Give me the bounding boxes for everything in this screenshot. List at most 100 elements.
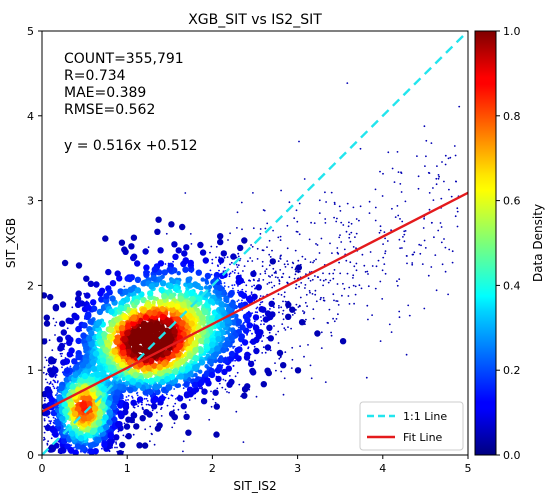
density-point bbox=[381, 298, 384, 300]
density-point bbox=[391, 207, 393, 210]
density-point bbox=[299, 305, 301, 308]
density-point bbox=[52, 385, 55, 388]
density-point bbox=[332, 293, 335, 296]
density-point bbox=[159, 306, 166, 313]
density-point bbox=[352, 274, 355, 277]
density-point bbox=[430, 266, 433, 268]
density-point bbox=[280, 370, 283, 373]
density-point bbox=[176, 395, 184, 402]
density-point bbox=[398, 238, 401, 241]
density-point bbox=[122, 434, 125, 437]
density-point bbox=[411, 262, 414, 264]
density-point bbox=[187, 370, 194, 377]
density-point bbox=[102, 235, 109, 242]
density-point bbox=[294, 273, 297, 276]
density-point bbox=[211, 258, 214, 261]
density-point bbox=[43, 431, 46, 434]
density-point bbox=[188, 320, 195, 327]
density-point bbox=[114, 356, 122, 364]
density-point bbox=[126, 275, 133, 283]
density-point bbox=[295, 283, 298, 286]
density-point bbox=[159, 395, 166, 402]
density-point bbox=[339, 210, 342, 212]
density-point bbox=[265, 268, 268, 270]
density-point bbox=[420, 244, 422, 247]
density-point bbox=[174, 361, 181, 368]
density-point bbox=[151, 266, 158, 273]
density-point bbox=[322, 279, 325, 282]
density-point bbox=[260, 301, 262, 304]
density-point bbox=[174, 303, 181, 310]
density-point bbox=[142, 408, 145, 411]
density-point bbox=[335, 318, 338, 320]
density-point bbox=[192, 364, 199, 371]
density-point bbox=[298, 140, 300, 143]
density-point bbox=[55, 374, 58, 376]
density-point bbox=[56, 392, 59, 395]
density-point bbox=[327, 281, 330, 284]
density-point bbox=[187, 282, 194, 289]
density-point bbox=[440, 241, 443, 244]
density-point bbox=[236, 266, 239, 268]
density-point bbox=[242, 441, 245, 443]
density-point bbox=[283, 291, 286, 294]
density-point bbox=[245, 295, 253, 302]
density-point bbox=[160, 408, 162, 410]
density-point bbox=[313, 260, 315, 262]
density-point bbox=[381, 195, 384, 197]
fit-equation: y = 0.516x +0.512 bbox=[64, 138, 198, 154]
density-point bbox=[261, 265, 264, 268]
density-point bbox=[90, 427, 98, 434]
density-point bbox=[315, 258, 317, 261]
density-point bbox=[130, 254, 137, 262]
density-point bbox=[271, 286, 274, 289]
density-point bbox=[48, 339, 51, 342]
density-point bbox=[400, 191, 403, 193]
density-point bbox=[388, 323, 391, 326]
density-point bbox=[161, 269, 168, 276]
density-point bbox=[118, 239, 126, 246]
density-point bbox=[137, 405, 140, 408]
density-point bbox=[247, 346, 250, 349]
density-point bbox=[379, 280, 382, 283]
density-point bbox=[217, 356, 224, 364]
density-point bbox=[271, 274, 273, 277]
density-point bbox=[249, 257, 252, 259]
density-point bbox=[359, 147, 362, 150]
density-point bbox=[202, 257, 209, 264]
density-point bbox=[84, 313, 91, 321]
density-point bbox=[80, 332, 87, 339]
density-point bbox=[305, 293, 308, 296]
density-point bbox=[342, 282, 344, 285]
density-point bbox=[48, 371, 56, 378]
density-point bbox=[88, 341, 95, 348]
density-point bbox=[105, 268, 112, 276]
density-point bbox=[328, 308, 331, 311]
density-point bbox=[98, 296, 105, 303]
density-point bbox=[330, 191, 333, 194]
density-point bbox=[46, 381, 49, 384]
density-point bbox=[101, 447, 103, 450]
density-point bbox=[453, 145, 456, 147]
density-point bbox=[274, 276, 277, 278]
density-point bbox=[175, 398, 177, 400]
density-point bbox=[254, 359, 256, 362]
colorbar-tick-label: 0.4 bbox=[503, 279, 521, 292]
density-point bbox=[103, 297, 110, 304]
density-point bbox=[156, 370, 164, 377]
density-point bbox=[400, 171, 402, 174]
density-point bbox=[65, 317, 72, 324]
density-point bbox=[328, 272, 331, 275]
density-point bbox=[458, 105, 461, 108]
density-point bbox=[386, 240, 389, 242]
density-point bbox=[258, 306, 265, 313]
density-point bbox=[367, 273, 369, 275]
density-point bbox=[156, 419, 158, 422]
density-point bbox=[174, 316, 181, 323]
density-point bbox=[381, 269, 384, 272]
density-point bbox=[379, 229, 382, 232]
density-point bbox=[269, 258, 276, 265]
density-point bbox=[105, 358, 112, 365]
density-point bbox=[275, 333, 277, 336]
density-point bbox=[241, 392, 248, 399]
